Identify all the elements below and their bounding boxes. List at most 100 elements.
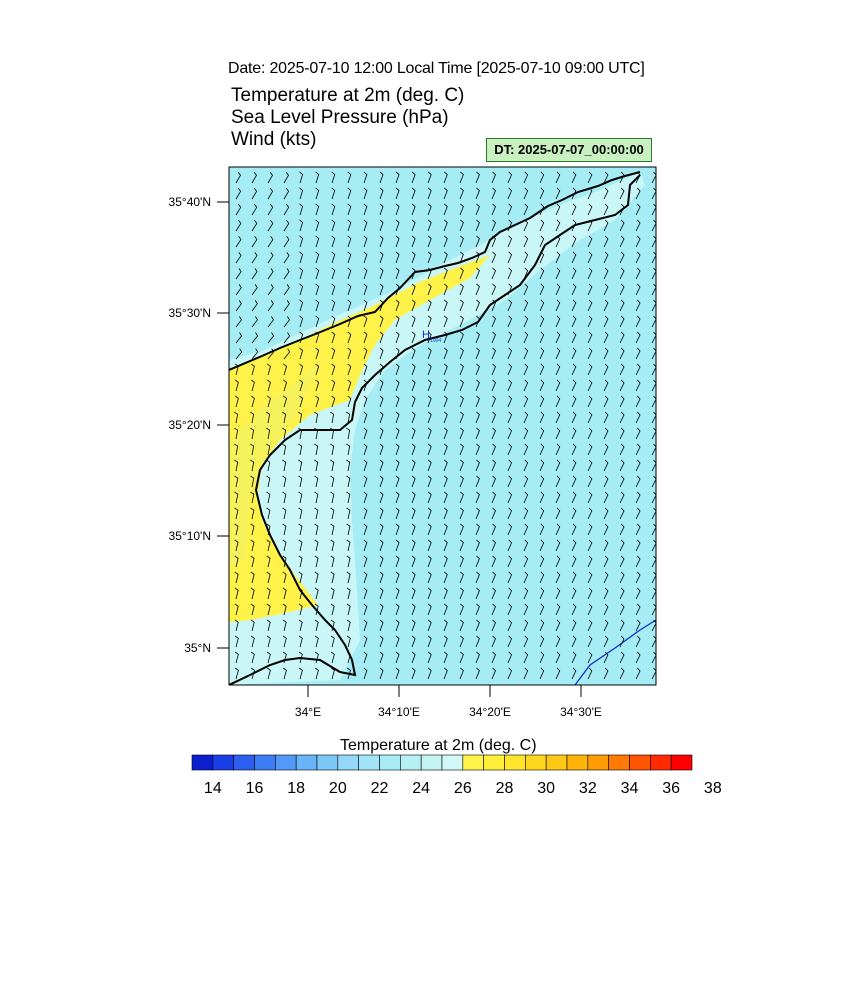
- wind-barb: [411, 379, 416, 392]
- wind-barb: [427, 603, 432, 616]
- wind-barb: [251, 268, 258, 280]
- wind-barb: [298, 555, 303, 568]
- wind-barb: [363, 571, 368, 584]
- wind-barb: [234, 379, 239, 392]
- wind-barb: [619, 555, 625, 568]
- wind-barb: [251, 332, 259, 344]
- wind-barb: [443, 283, 448, 296]
- wind-barb: [475, 315, 480, 328]
- wind-barb: [651, 651, 656, 664]
- wind-barb: [299, 315, 304, 328]
- wind-barb: [459, 187, 464, 200]
- wind-barb: [283, 363, 288, 376]
- wind-barb: [331, 347, 336, 360]
- warm-land-area: [229, 255, 490, 622]
- colorbar-tick-label: 26: [453, 780, 472, 797]
- isobar-line: [574, 619, 656, 685]
- wind-barb: [443, 203, 448, 216]
- wind-barb: [635, 667, 641, 680]
- wind-barb: [315, 235, 320, 248]
- wind-barb: [555, 603, 561, 616]
- wind-barb: [379, 219, 384, 232]
- wind-barb: [523, 523, 529, 536]
- wind-barb: [266, 523, 271, 536]
- wind-barb: [315, 283, 320, 296]
- wind-barb: [555, 475, 561, 488]
- wind-barb: [523, 651, 529, 664]
- wind-barb: [651, 363, 656, 376]
- wind-barb: [266, 443, 271, 456]
- wind-barb: [363, 331, 368, 344]
- wind-barb: [651, 235, 656, 248]
- wind-barb: [427, 651, 432, 664]
- wind-barb: [619, 667, 625, 680]
- wind-barb: [571, 363, 577, 376]
- wind-barb: [363, 635, 368, 648]
- wind-barb: [571, 395, 577, 408]
- wind-barb: [475, 187, 480, 200]
- wind-barb: [235, 316, 242, 328]
- wind-barb: [363, 475, 368, 488]
- wind-barb: [283, 300, 290, 312]
- wind-barb: [379, 267, 384, 280]
- wind-barb: [267, 203, 274, 216]
- wind-barb: [507, 331, 513, 344]
- colorbar-cell: [337, 754, 359, 771]
- wind-barb: [587, 491, 593, 504]
- colorbar-cell: [191, 754, 214, 771]
- wind-barb: [651, 171, 656, 184]
- wind-barb: [250, 395, 255, 408]
- wind-barb: [250, 427, 255, 440]
- wind-barb: [299, 203, 304, 216]
- wind-barb: [507, 475, 513, 488]
- wind-barb: [539, 603, 545, 616]
- wind-barb: [363, 379, 368, 392]
- wind-barb: [443, 459, 448, 472]
- wind-barb: [395, 315, 400, 328]
- wind-barb: [523, 347, 529, 360]
- wind-barb: [298, 667, 303, 680]
- wind-barb: [619, 203, 625, 216]
- wind-barb: [539, 203, 545, 216]
- wind-barb: [491, 251, 496, 264]
- wind-barb: [603, 363, 609, 376]
- wind-barb: [539, 331, 545, 344]
- wind-barb: [603, 427, 609, 440]
- wind-barb: [619, 443, 625, 456]
- wind-barb: [379, 635, 384, 648]
- wind-barb: [363, 587, 368, 600]
- wind-barb: [250, 635, 255, 648]
- wind-barb: [395, 363, 400, 376]
- wind-barb: [587, 171, 593, 184]
- wind-barb: [651, 603, 656, 616]
- wind-barb: [411, 267, 416, 280]
- wind-barb: [539, 555, 545, 568]
- wind-barb: [314, 555, 319, 568]
- wind-barb: [555, 651, 561, 664]
- wind-barb: [250, 571, 255, 584]
- wind-barb: [491, 603, 496, 616]
- wind-barb: [491, 619, 496, 632]
- coastal-band: [229, 172, 645, 685]
- wind-barb: [603, 459, 609, 472]
- wind-barb: [491, 523, 496, 536]
- colorbar-cell: [504, 754, 526, 771]
- wind-barb: [587, 667, 593, 680]
- wind-barb: [251, 300, 258, 312]
- colorbar-tick-label: 22: [370, 780, 389, 797]
- wind-barb: [507, 555, 513, 568]
- wind-barb: [443, 187, 448, 200]
- wind-barb: [491, 187, 496, 200]
- wind-barb: [250, 539, 255, 552]
- wind-barb: [347, 363, 352, 376]
- colorbar-cell: [483, 754, 505, 771]
- wind-barb: [411, 539, 416, 552]
- wind-barb: [571, 347, 577, 360]
- wind-barb: [299, 331, 304, 344]
- wind-barb: [347, 267, 352, 280]
- wind-barb: [395, 395, 400, 408]
- wind-barb: [651, 427, 656, 440]
- wind-barb: [539, 427, 545, 440]
- wind-barb: [507, 363, 513, 376]
- wind-barb: [603, 411, 609, 424]
